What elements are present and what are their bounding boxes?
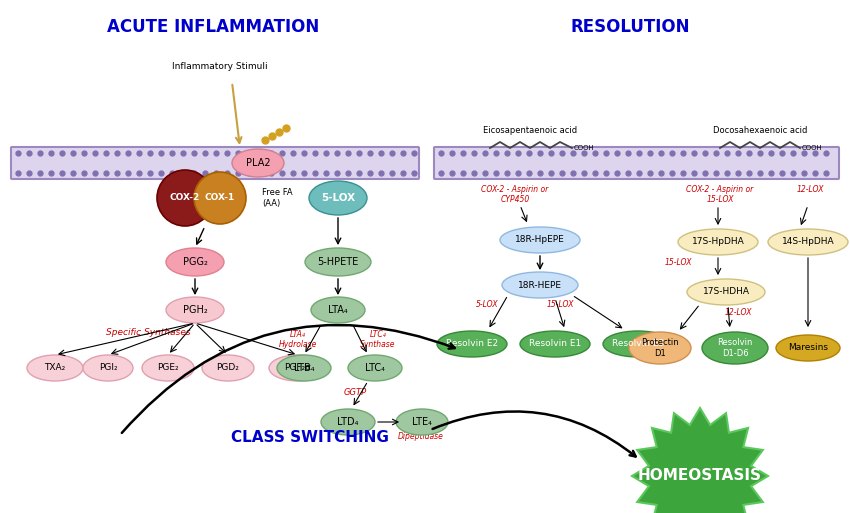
Text: Docosahexaenoic acid: Docosahexaenoic acid (713, 126, 808, 135)
Ellipse shape (520, 331, 590, 357)
Text: RESOLUTION: RESOLUTION (570, 18, 689, 36)
Text: COX-1: COX-1 (205, 193, 235, 203)
Text: ACUTE INFLAMMATION: ACUTE INFLAMMATION (107, 18, 319, 36)
Ellipse shape (202, 355, 254, 381)
Ellipse shape (502, 272, 578, 298)
Text: PGE₂: PGE₂ (157, 364, 178, 372)
Text: 15-LOX: 15-LOX (665, 258, 692, 267)
Ellipse shape (232, 149, 284, 177)
Ellipse shape (142, 355, 194, 381)
Text: LTC₄
Synthase: LTC₄ Synthase (360, 330, 396, 349)
Text: Dipeptidase: Dipeptidase (398, 432, 444, 441)
Text: 17S-HDHA: 17S-HDHA (702, 287, 750, 297)
Text: 12-LOX: 12-LOX (724, 308, 751, 317)
Text: Maresins: Maresins (788, 344, 828, 352)
Text: PGI₂: PGI₂ (99, 364, 117, 372)
Text: CLASS SWITCHING: CLASS SWITCHING (231, 430, 389, 445)
Ellipse shape (687, 279, 765, 305)
Text: 17S-HpDHA: 17S-HpDHA (692, 238, 745, 247)
Ellipse shape (678, 229, 758, 255)
Ellipse shape (321, 409, 375, 435)
Ellipse shape (166, 248, 224, 276)
Ellipse shape (702, 332, 768, 364)
Text: LTE₄: LTE₄ (412, 417, 432, 427)
Ellipse shape (311, 297, 365, 323)
Ellipse shape (437, 331, 507, 357)
Ellipse shape (629, 332, 691, 364)
Polygon shape (632, 408, 768, 513)
Text: Resolvin E3: Resolvin E3 (612, 340, 664, 348)
Text: PGG₂: PGG₂ (183, 257, 207, 267)
Ellipse shape (768, 229, 848, 255)
Text: Eicosapentaenoic acid: Eicosapentaenoic acid (483, 126, 577, 135)
Ellipse shape (500, 227, 580, 253)
Text: Protectin
D1: Protectin D1 (641, 338, 679, 358)
FancyBboxPatch shape (11, 147, 419, 179)
Text: LTC₄: LTC₄ (365, 363, 385, 373)
Text: 5-HPETE: 5-HPETE (317, 257, 359, 267)
Text: Resolvin E1: Resolvin E1 (529, 340, 581, 348)
Text: 18R-HpEPE: 18R-HpEPE (515, 235, 565, 245)
Ellipse shape (83, 355, 133, 381)
Text: LTD₄: LTD₄ (337, 417, 359, 427)
Text: COOH: COOH (574, 145, 595, 151)
Text: Resolvin E2: Resolvin E2 (446, 340, 498, 348)
Text: 18R-HEPE: 18R-HEPE (518, 281, 562, 289)
Text: 15-LOX: 15-LOX (547, 300, 574, 309)
Text: 5-LOX: 5-LOX (476, 300, 498, 309)
Ellipse shape (603, 331, 673, 357)
Text: LTA₄
Hydrolase: LTA₄ Hydrolase (279, 330, 317, 349)
Text: PGH₂: PGH₂ (183, 305, 207, 315)
Ellipse shape (269, 355, 327, 381)
Text: 14S-HpDHA: 14S-HpDHA (782, 238, 835, 247)
Text: COOH: COOH (802, 145, 823, 151)
Text: PLA2: PLA2 (246, 158, 270, 168)
Text: COX-2 - Aspirin or
CYP450: COX-2 - Aspirin or CYP450 (481, 185, 548, 204)
Ellipse shape (348, 355, 402, 381)
Text: Free FA
(AA): Free FA (AA) (262, 188, 292, 208)
Text: LTB₄: LTB₄ (294, 363, 314, 373)
Ellipse shape (27, 355, 83, 381)
Text: COX-2: COX-2 (170, 193, 200, 203)
Text: HOMEOSTASIS: HOMEOSTASIS (638, 468, 762, 483)
Ellipse shape (396, 409, 448, 435)
Text: 5-LOX: 5-LOX (321, 193, 355, 203)
Ellipse shape (776, 335, 840, 361)
Text: PGF₂α: PGF₂α (285, 364, 312, 372)
FancyBboxPatch shape (434, 147, 839, 179)
Text: TXA₂: TXA₂ (44, 364, 65, 372)
Text: Inflammatory Stimuli: Inflammatory Stimuli (173, 62, 268, 71)
Text: Specific Synthases: Specific Synthases (105, 328, 190, 337)
Ellipse shape (309, 181, 367, 215)
Text: GGTP: GGTP (343, 388, 366, 397)
Text: Resolvin
D1-D6: Resolvin D1-D6 (717, 338, 753, 358)
Ellipse shape (305, 248, 371, 276)
Text: COX-2 - Aspirin or
15-LOX: COX-2 - Aspirin or 15-LOX (686, 185, 754, 204)
Text: LTA₄: LTA₄ (328, 305, 348, 315)
Text: 12-LOX: 12-LOX (796, 185, 824, 194)
Ellipse shape (277, 355, 331, 381)
Circle shape (157, 170, 213, 226)
Text: PGD₂: PGD₂ (217, 364, 240, 372)
Ellipse shape (166, 297, 224, 323)
Circle shape (194, 172, 246, 224)
